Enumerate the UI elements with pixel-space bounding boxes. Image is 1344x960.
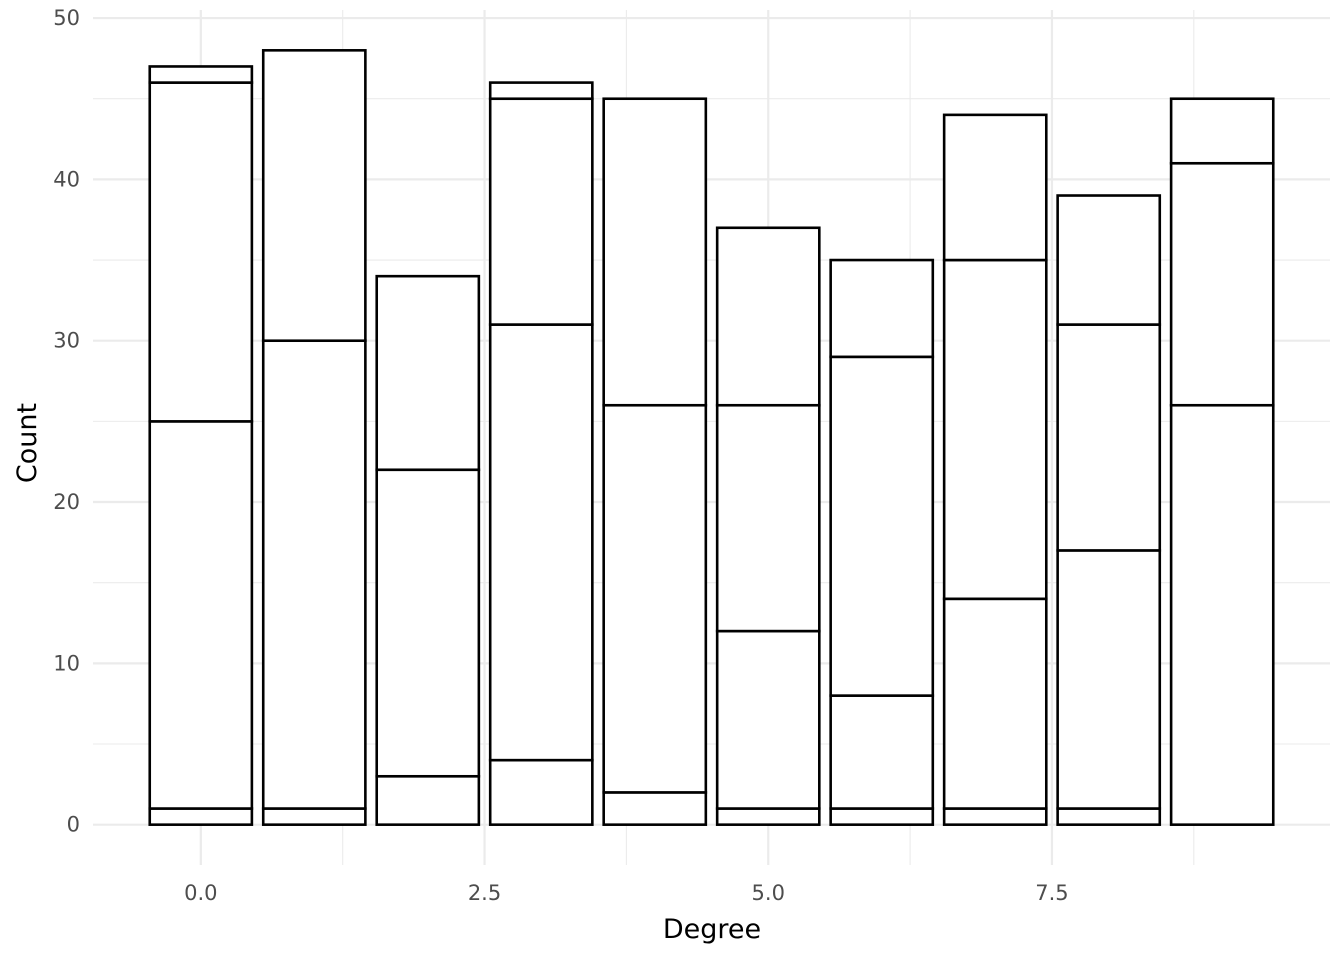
bar-segment	[148, 65, 254, 84]
bar-segment	[602, 403, 708, 794]
bar-segment	[715, 807, 821, 826]
bar-segment	[148, 420, 254, 810]
x-tick-label: 7.5	[1035, 881, 1068, 905]
bar-segment	[261, 49, 367, 343]
bar-segment	[148, 81, 254, 423]
bar-segment	[488, 97, 594, 326]
x-axis-title: Degree	[663, 914, 761, 945]
bar-stack	[602, 97, 708, 826]
bar-segment	[1169, 403, 1275, 826]
bar-stack	[1169, 97, 1275, 826]
y-tick-label: 50	[53, 6, 80, 30]
bar-segment	[488, 81, 594, 101]
bar-stack	[942, 113, 1048, 826]
bar-segment	[1056, 549, 1162, 810]
bar-segment	[1169, 97, 1275, 165]
bar-segment	[829, 355, 935, 697]
bar-stack	[829, 258, 935, 826]
x-tick-labels: 0.0 2.5 5.0 7.5	[184, 881, 1069, 905]
bar-stack	[1056, 194, 1162, 826]
bar-segment	[942, 113, 1048, 262]
bar-stack	[375, 274, 481, 826]
y-tick-label: 10	[53, 651, 80, 675]
bar-segment	[1056, 807, 1162, 826]
bar-segment	[375, 774, 481, 826]
bars	[148, 49, 1275, 826]
bar-segment	[715, 226, 821, 407]
bar-segment	[942, 807, 1048, 826]
y-tick-label: 40	[53, 167, 80, 191]
bar-segment	[602, 791, 708, 826]
bar-segment	[602, 97, 708, 407]
bar-segment	[942, 258, 1048, 601]
bar-segment	[829, 807, 935, 826]
bar-segment	[942, 597, 1048, 810]
bar-segment	[488, 323, 594, 762]
bar-segment	[148, 807, 254, 826]
bar-segment	[1056, 323, 1162, 552]
bar-segment	[715, 403, 821, 633]
y-tick-labels: 0 10 20 30 40 50	[53, 6, 80, 837]
bar-segment	[261, 339, 367, 810]
bar-stack	[715, 226, 821, 826]
y-tick-label: 30	[53, 329, 80, 353]
y-axis-title: Count	[12, 403, 43, 483]
bar-segment	[375, 468, 481, 778]
y-tick-label: 20	[53, 490, 80, 514]
bar-segment	[715, 629, 821, 810]
bar-stack	[488, 81, 594, 826]
bar-stack	[261, 49, 367, 826]
bar-stack	[148, 65, 254, 826]
bar-segment	[829, 694, 935, 810]
bar-segment	[488, 758, 594, 826]
bar-segment	[1056, 194, 1162, 326]
x-tick-label: 2.5	[468, 881, 501, 905]
x-tick-label: 5.0	[752, 881, 785, 905]
x-tick-label: 0.0	[184, 881, 217, 905]
bar-segment	[829, 258, 935, 359]
bar-segment	[1169, 161, 1275, 407]
bar-segment	[375, 274, 481, 472]
y-tick-label: 0	[67, 813, 80, 837]
bar-segment	[261, 807, 367, 826]
